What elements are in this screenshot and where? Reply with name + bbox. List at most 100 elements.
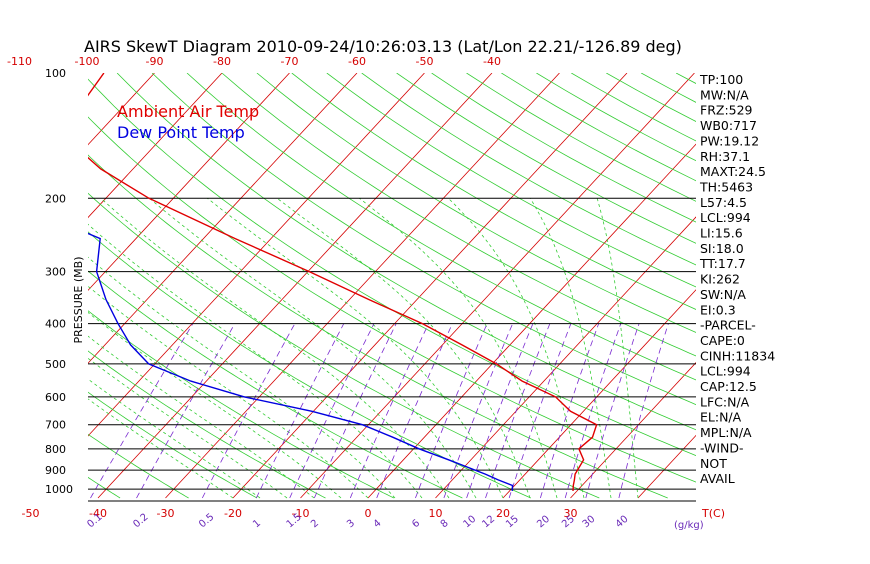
y-axis-label: PRESSURE (MB) xyxy=(72,257,85,344)
top-temp-tick-label: -80 xyxy=(213,55,231,68)
mixing-ratio-label: 0.2 xyxy=(131,512,150,531)
moist-adiabat-line xyxy=(24,198,395,498)
index-label: -WIND- xyxy=(700,440,744,455)
mixing-ratio-label: 30 xyxy=(581,514,598,531)
dry-adiabat-line xyxy=(257,73,870,498)
moist-adiabat-line xyxy=(359,198,557,498)
top-temp-tick-label: -100 xyxy=(74,55,99,68)
dry-adiabat-line xyxy=(152,73,870,498)
index-label: LI:15.6 xyxy=(700,226,743,241)
top-temp-tick-label: -90 xyxy=(145,55,163,68)
index-label: FRZ:529 xyxy=(700,103,753,118)
dry-adiabat-line xyxy=(397,73,870,498)
index-label: -PARCEL- xyxy=(700,318,756,333)
index-label: LCL:994 xyxy=(700,210,751,225)
mixing-ratio-line xyxy=(467,324,533,498)
index-label: LFC:N/A xyxy=(700,394,750,409)
mixing-ratio-line xyxy=(415,324,487,498)
index-label: L57:4.5 xyxy=(700,195,747,210)
mixing-ratio-label: 12 xyxy=(480,514,497,531)
index-label: NOT xyxy=(700,456,727,471)
mixing-ratio-label: 40 xyxy=(614,514,631,531)
dry-adiabat-line xyxy=(501,73,870,498)
bottom-temp-tick-label: -50 xyxy=(22,507,40,520)
mixing-ratio-label: 20 xyxy=(535,514,552,531)
bottom-temp-tick-label: 0 xyxy=(365,507,372,520)
y-tick-label: 900 xyxy=(45,464,66,477)
mixing-ratio-label: 2 xyxy=(309,518,321,531)
index-label: EL:N/A xyxy=(700,410,742,425)
x-axis-label: T(C) xyxy=(701,507,725,520)
index-label: CINH:11834 xyxy=(700,348,775,363)
mixing-ratio-label: 6 xyxy=(410,518,422,531)
index-label: MPL:N/A xyxy=(700,425,752,440)
index-label: AVAIL xyxy=(700,471,735,486)
legend: Ambient Air Temp Dew Point Temp xyxy=(117,102,259,142)
top-temp-tick-label: -50 xyxy=(415,55,433,68)
y-tick-label: 700 xyxy=(45,419,66,432)
dry-adiabat-line xyxy=(187,73,870,498)
y-tick-label: 100 xyxy=(45,67,66,80)
y-tick-label: 500 xyxy=(45,358,66,371)
index-label: RH:37.1 xyxy=(700,149,750,164)
moist-adiabat-line xyxy=(207,198,503,498)
index-label: TT:17.7 xyxy=(699,256,746,271)
index-label: MW:N/A xyxy=(700,87,749,102)
y-tick-label: 600 xyxy=(45,391,66,404)
mixing-ratio-label: 1 xyxy=(251,518,263,531)
chart-title: AIRS SkewT Diagram 2010-09-24/10:26:03.1… xyxy=(84,37,682,56)
dry-adiabat-line xyxy=(0,73,52,498)
bottom-temp-tick-label: -20 xyxy=(224,507,242,520)
isotherm-line xyxy=(233,73,627,498)
dry-adiabat-line xyxy=(222,73,870,498)
moist-adiabat-line xyxy=(60,198,422,498)
top-temp-tick-label: -40 xyxy=(483,55,501,68)
mixing-ratio-label: 8 xyxy=(439,518,451,531)
index-label: KI:262 xyxy=(700,272,740,287)
y-tick-label: 1000 xyxy=(45,483,73,496)
index-label: EI:0.3 xyxy=(700,302,736,317)
top-temp-tick-label: -70 xyxy=(280,55,298,68)
bottom-temp-tick-label: 10 xyxy=(429,507,443,520)
legend-entry: Dew Point Temp xyxy=(117,123,245,142)
index-label: TP:100 xyxy=(699,72,743,87)
index-label: WB0:717 xyxy=(700,118,757,133)
mixing-ratio-line xyxy=(586,324,639,498)
top-temp-tick-label: -60 xyxy=(348,55,366,68)
moist-adiabat-line xyxy=(277,198,530,498)
mixing-ratio-line xyxy=(314,324,396,498)
y-tick-label: 400 xyxy=(45,318,66,331)
y-tick-label: 300 xyxy=(45,266,66,279)
dry-adiabat-line xyxy=(0,73,120,498)
index-label: MAXT:24.5 xyxy=(700,164,766,179)
index-label: CAPE:0 xyxy=(700,333,745,348)
mixing-ratio-unit: (g/kg) xyxy=(674,520,704,531)
legend-entry: Ambient Air Temp xyxy=(117,102,259,121)
mixing-ratio-line xyxy=(137,324,235,498)
y-tick-label: 800 xyxy=(45,443,66,456)
bottom-temp-tick-label: -30 xyxy=(157,507,175,520)
moist-adiabat-line xyxy=(149,198,476,498)
mixing-ratio-label: 10 xyxy=(461,514,478,531)
mixing-ratio-line xyxy=(350,324,428,498)
mixing-ratio-line xyxy=(91,324,193,498)
mixing-ratio-label: 4 xyxy=(372,518,384,531)
isotherm-line xyxy=(0,73,19,498)
dry-adiabat-line xyxy=(467,73,870,498)
top-temp-tick-label: -110 xyxy=(7,55,32,68)
dry-adiabat-line xyxy=(292,73,870,498)
isotherm-line xyxy=(503,73,870,498)
mixing-ratio-label: 3 xyxy=(345,518,357,531)
mixing-ratio-line xyxy=(256,324,344,498)
dry-adiabat-line xyxy=(746,73,870,498)
index-label: LCL:994 xyxy=(700,364,751,379)
moist-adiabat-line xyxy=(597,198,638,498)
stability-indices: TP:100MW:N/AFRZ:529WB0:717PW:19.12RH:37.… xyxy=(699,72,775,486)
y-tick-label: 200 xyxy=(45,192,66,205)
mixing-ratio-label: 0.5 xyxy=(197,512,216,531)
index-label: TH:5463 xyxy=(699,179,753,194)
index-label: SI:18.0 xyxy=(700,241,744,256)
index-label: SW:N/A xyxy=(700,287,746,302)
